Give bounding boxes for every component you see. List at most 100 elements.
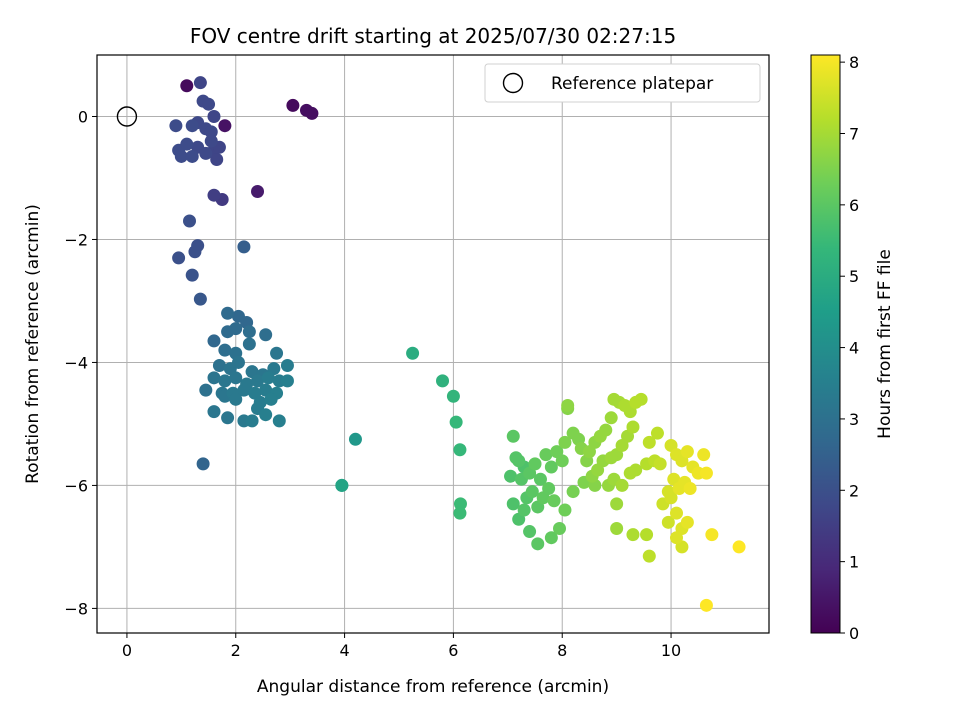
legend-label-reference: Reference platepar xyxy=(551,74,713,94)
data-point xyxy=(626,420,640,434)
data-point xyxy=(669,506,683,520)
data-point xyxy=(251,185,265,199)
data-point xyxy=(544,460,558,474)
y-tick-label: −8 xyxy=(64,599,88,618)
data-points xyxy=(116,76,746,612)
data-point xyxy=(615,478,629,492)
data-point xyxy=(610,497,624,511)
data-point xyxy=(218,374,232,388)
data-point xyxy=(604,451,618,465)
data-point xyxy=(207,188,221,202)
colorbar-tick-label: 3 xyxy=(849,410,859,429)
data-point xyxy=(544,531,558,545)
data-point xyxy=(218,119,232,133)
data-point xyxy=(453,506,467,520)
data-point xyxy=(202,97,216,111)
data-point xyxy=(180,137,194,151)
data-point xyxy=(174,149,188,163)
data-point xyxy=(523,525,537,539)
x-axis-label: Angular distance from reference (arcmin) xyxy=(257,677,609,697)
data-point xyxy=(683,482,697,495)
colorbar-gradient xyxy=(810,54,841,634)
chart-title: FOV centre drift starting at 2025/07/30 … xyxy=(190,24,676,48)
data-point xyxy=(242,325,256,339)
data-point xyxy=(699,466,713,480)
data-point xyxy=(680,515,694,529)
y-tick-label: 0 xyxy=(78,107,88,126)
colorbar-tick-label: 0 xyxy=(849,624,859,643)
data-point xyxy=(229,392,243,406)
data-point xyxy=(642,549,656,563)
data-point xyxy=(680,445,694,459)
x-tick-label: 8 xyxy=(557,641,567,660)
data-point xyxy=(193,76,207,90)
plot-frame xyxy=(96,54,770,634)
data-point xyxy=(204,134,218,148)
data-point xyxy=(561,398,575,412)
data-point xyxy=(199,383,213,397)
data-point xyxy=(661,515,675,529)
data-point xyxy=(348,432,362,446)
data-point xyxy=(172,251,186,265)
data-point xyxy=(261,371,275,385)
data-point xyxy=(558,435,572,449)
data-point xyxy=(610,521,624,535)
data-point xyxy=(553,521,567,535)
data-point xyxy=(531,537,545,551)
data-point xyxy=(626,528,640,542)
data-point xyxy=(650,426,664,440)
data-point xyxy=(245,414,259,428)
data-point xyxy=(221,306,235,320)
x-axis-ticks: 0 2 4 6 8 10 xyxy=(122,633,681,660)
colorbar-tick-label: 5 xyxy=(849,267,859,286)
data-point xyxy=(229,371,243,385)
data-point xyxy=(446,389,460,403)
x-tick-label: 0 xyxy=(122,641,132,660)
data-point xyxy=(449,415,463,429)
data-point xyxy=(697,448,711,462)
data-point xyxy=(615,438,629,452)
data-point xyxy=(699,598,713,612)
data-point xyxy=(242,337,256,351)
data-point xyxy=(229,322,243,336)
data-point xyxy=(599,423,613,437)
data-point xyxy=(661,485,675,499)
data-point xyxy=(506,429,520,443)
data-point xyxy=(188,245,202,259)
data-point xyxy=(642,435,656,449)
data-point xyxy=(199,146,213,160)
data-point xyxy=(169,119,183,133)
legend: Reference platepar xyxy=(484,63,761,103)
data-point xyxy=(634,392,648,406)
data-point xyxy=(542,482,556,495)
data-point xyxy=(280,359,294,373)
data-point xyxy=(259,328,273,342)
x-tick-label: 6 xyxy=(448,641,458,660)
y-tick-label: −2 xyxy=(64,230,88,249)
data-point xyxy=(506,497,520,511)
data-point xyxy=(453,443,467,457)
colorbar-tick-label: 6 xyxy=(849,196,859,215)
data-point xyxy=(280,374,294,388)
data-point xyxy=(286,98,300,112)
data-point xyxy=(436,374,450,388)
data-point xyxy=(196,457,210,471)
data-point xyxy=(591,463,605,477)
data-point xyxy=(555,454,569,468)
data-point xyxy=(231,355,245,369)
data-point xyxy=(528,457,542,471)
y-axis-ticks: 0 −2 −4 −6 −8 xyxy=(64,107,97,618)
data-point xyxy=(221,411,235,425)
data-point xyxy=(183,214,197,228)
colorbar-ticks: 0 1 2 3 4 5 6 7 8 xyxy=(840,53,859,643)
reference-point-marker xyxy=(116,106,138,127)
data-point xyxy=(218,343,232,357)
colorbar-tick-label: 4 xyxy=(849,339,859,358)
data-point xyxy=(653,457,667,471)
data-point xyxy=(539,448,553,462)
data-point xyxy=(193,292,207,306)
data-point xyxy=(525,485,539,499)
data-point xyxy=(259,408,273,422)
y-tick-label: −4 xyxy=(64,353,88,372)
data-point xyxy=(504,469,518,483)
